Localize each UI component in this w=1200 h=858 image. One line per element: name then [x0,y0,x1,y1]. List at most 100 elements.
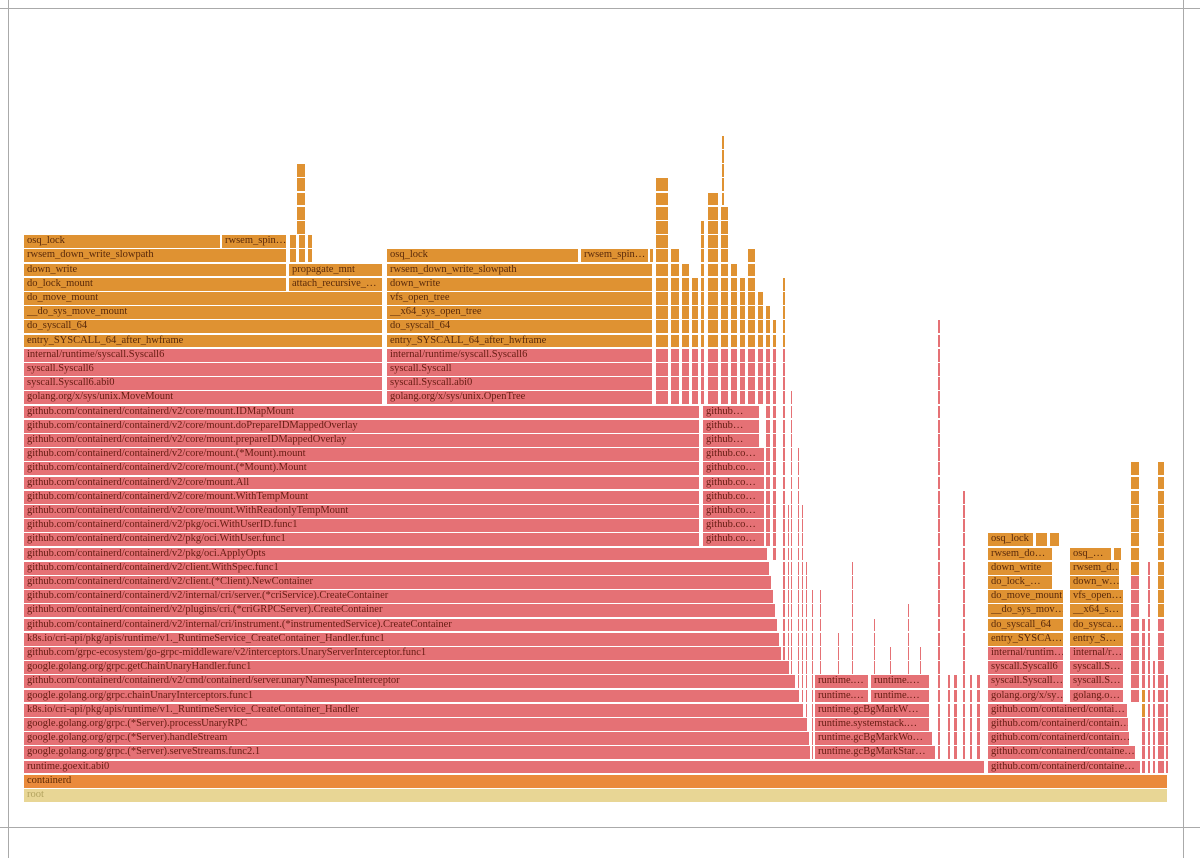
flame-frame-sliver[interactable] [1148,576,1151,589]
flame-frame-sliver[interactable] [1166,718,1169,731]
flame-frame-sliver[interactable] [1142,632,1146,646]
flame-frame-sliver[interactable] [656,292,669,305]
flame-frame-sliver[interactable] [938,661,941,674]
flame-frame-sliver[interactable] [791,590,793,603]
flame-frame-sliver[interactable] [798,490,800,504]
flame-frame-sliver[interactable] [783,348,786,362]
flame-frame-sliver[interactable] [1166,746,1169,760]
flame-frame[interactable]: do_lock_… [988,576,1052,589]
flame-frame[interactable]: github.com/containerd/containerd/v2/core… [24,405,699,419]
flame-frame-sliver[interactable] [1131,505,1140,518]
flame-frame-sliver[interactable] [758,292,764,305]
flame-frame-sliver[interactable] [1131,547,1140,561]
flame-frame[interactable]: github.co… [703,519,764,532]
flame-frame-sliver[interactable] [1148,604,1151,618]
flame-frame-sliver[interactable] [1142,718,1146,731]
flame-frame-sliver[interactable] [798,604,800,618]
flame-frame-sliver[interactable] [977,703,981,717]
flame-frame[interactable]: rwsem_down_write_slowpath [387,263,652,277]
flame-frame-sliver[interactable] [938,363,941,376]
flame-frame-sliver[interactable] [791,405,793,419]
flame-frame-sliver[interactable] [963,533,966,547]
flame-frame-sliver[interactable] [806,689,808,703]
flame-frame-sliver[interactable] [812,604,814,618]
flame-frame-sliver[interactable] [773,490,777,504]
flame-frame-sliver[interactable] [1166,732,1169,745]
flame-frame-sliver[interactable] [740,277,746,291]
flame-frame-sliver[interactable] [798,448,800,461]
flame-frame-sliver[interactable] [656,263,669,277]
flame-frame-sliver[interactable] [791,618,793,632]
flame-frame-sliver[interactable] [783,448,786,461]
flame-frame-sliver[interactable] [701,263,705,277]
flame-frame-sliver[interactable] [1050,533,1060,547]
flame-frame-sliver[interactable] [954,746,958,760]
flame-frame[interactable]: syscall.Syscall6 [988,661,1063,674]
flame-frame-sliver[interactable] [963,732,966,745]
flame-frame-sliver[interactable] [806,703,808,717]
flame-frame-sliver[interactable] [740,363,746,376]
flame-frame-sliver[interactable] [791,476,793,490]
flame-frame-sliver[interactable] [1166,675,1169,689]
flame-frame-sliver[interactable] [671,277,680,291]
flame-frame-sliver[interactable] [938,505,941,518]
flame-frame-sliver[interactable] [656,192,669,206]
flame-frame-sliver[interactable] [938,632,941,646]
flame-frame-sliver[interactable] [1131,661,1140,674]
flame-frame-sliver[interactable] [1153,746,1156,760]
flame-frame-sliver[interactable] [1131,561,1140,575]
flame-frame-sliver[interactable] [963,703,966,717]
flame-frame-sliver[interactable] [802,689,804,703]
flame-frame-sliver[interactable] [938,533,941,547]
flame-frame[interactable]: golang.org/x/sys/unix.MoveMount [24,391,382,405]
flame-frame-sliver[interactable] [963,561,966,575]
flame-frame-sliver[interactable] [791,434,793,447]
flame-frame[interactable]: attach_recursive_… [289,277,382,291]
flame-frame-sliver[interactable] [1158,703,1165,717]
flame-frame-sliver[interactable] [820,647,822,660]
flame-frame-sliver[interactable] [740,292,746,305]
flame-frame-sliver[interactable] [938,348,941,362]
flame-frame-sliver[interactable] [1036,533,1048,547]
flame-frame-sliver[interactable] [731,263,738,277]
flame-frame-sliver[interactable] [852,604,854,618]
flame-frame-sliver[interactable] [977,732,981,745]
flame-frame[interactable]: github… [703,405,759,419]
flame-frame-sliver[interactable] [1158,561,1165,575]
flame-frame[interactable]: github.co… [703,490,764,504]
flame-frame-sliver[interactable] [798,547,800,561]
flame-frame-sliver[interactable] [701,235,705,248]
flame-frame-sliver[interactable] [1166,689,1169,703]
flame-frame-sliver[interactable] [773,377,777,390]
flame-frame-sliver[interactable] [812,703,814,717]
flame-frame-sliver[interactable] [1148,689,1151,703]
flame-frame-sliver[interactable] [783,476,786,490]
flame-frame-sliver[interactable] [1131,632,1140,646]
flame-frame[interactable]: github… [703,434,759,447]
flame-frame-sliver[interactable] [1131,618,1140,632]
flame-frame-sliver[interactable] [701,391,705,405]
flame-frame-sliver[interactable] [791,391,793,405]
flame-frame-sliver[interactable] [656,348,669,362]
flame-frame-sliver[interactable] [1158,718,1165,731]
flame-frame-sliver[interactable] [297,206,306,220]
flame-frame[interactable]: osq_… [1070,547,1111,561]
flame-frame-sliver[interactable] [820,590,822,603]
flame-frame[interactable]: root [24,789,1167,802]
flame-frame-sliver[interactable] [908,661,910,674]
flame-frame-sliver[interactable] [812,590,814,603]
flame-frame-sliver[interactable] [671,306,680,319]
flame-frame-sliver[interactable] [938,732,941,745]
flame-frame[interactable]: runtime.goexit.abi0 [24,760,984,774]
flame-frame-sliver[interactable] [748,277,756,291]
flame-frame-sliver[interactable] [908,618,910,632]
flame-frame-sliver[interactable] [970,689,973,703]
flame-frame-sliver[interactable] [977,675,981,689]
flame-frame-sliver[interactable] [708,334,719,348]
flame-frame-sliver[interactable] [1131,590,1140,603]
flame-frame-sliver[interactable] [656,363,669,376]
flame-frame-sliver[interactable] [874,632,876,646]
flame-frame-sliver[interactable] [890,647,892,660]
flame-frame-sliver[interactable] [798,647,800,660]
flame-frame-sliver[interactable] [1153,661,1156,674]
